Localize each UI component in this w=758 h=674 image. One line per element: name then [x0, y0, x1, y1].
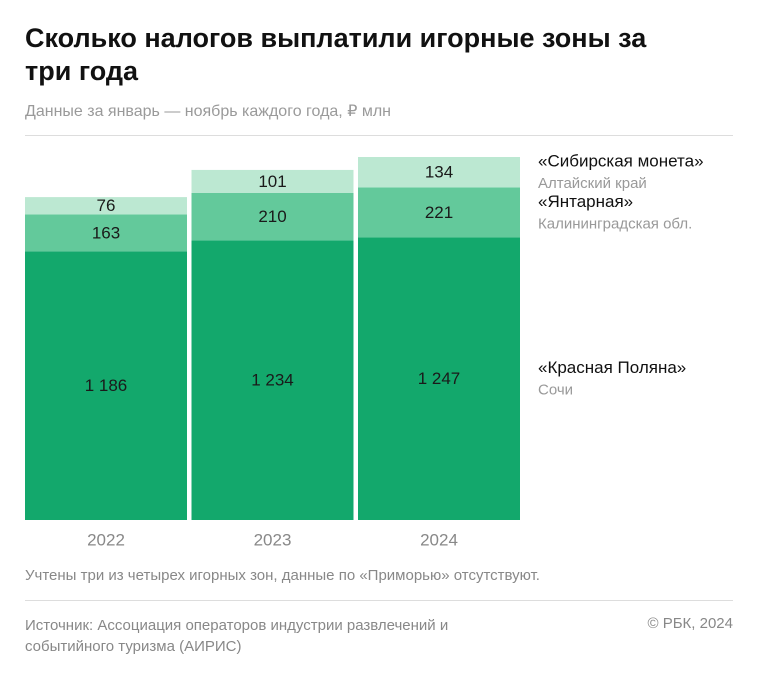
value-label: 210	[258, 207, 286, 226]
bar-segment	[25, 214, 187, 252]
value-label: 134	[425, 163, 453, 182]
value-label: 1 234	[251, 371, 294, 390]
x-tick-label: 2023	[254, 530, 292, 549]
value-label: 101	[258, 172, 286, 191]
value-label: 76	[97, 196, 116, 215]
bar-segment	[191, 169, 354, 193]
x-tick-label: 2024	[420, 530, 458, 549]
legend-sublabel: Алтайский край	[538, 175, 647, 192]
divider	[25, 600, 733, 601]
bar-segment	[25, 251, 187, 520]
bar-segment	[25, 197, 187, 215]
value-label: 163	[92, 223, 120, 242]
chart-title: Сколько налогов выплатили игорные зоны з…	[25, 23, 647, 86]
bar-segment	[358, 237, 520, 521]
x-tick-label: 2022	[87, 530, 125, 549]
legend-label: «Янтарная»	[538, 192, 633, 211]
value-label: 1 186	[85, 376, 128, 395]
source: Источник: Ассоциация операторов индустри…	[25, 617, 449, 655]
divider	[25, 135, 733, 136]
chart-subtitle: Данные за январь — ноябрь каждого года, …	[25, 103, 391, 120]
bar-segment	[191, 240, 354, 520]
legend-sublabel: Сочи	[538, 382, 573, 399]
legend-sublabel: Калининградская обл.	[538, 215, 692, 232]
value-label: 1 247	[418, 369, 461, 388]
legend-label: «Красная Поляна»	[538, 358, 686, 377]
bar-segment	[191, 192, 354, 241]
copyright: © РБК, 2024	[647, 615, 733, 632]
bar-segment	[358, 187, 520, 238]
note: Учтены три из четырех игорных зон, данны…	[25, 567, 540, 584]
value-label: 221	[425, 203, 453, 222]
bar-segment	[358, 157, 520, 188]
chart: 2022 1 186 163 76 2023 1 234 210 101 2024 1 247 22…	[25, 152, 704, 549]
legend-label: «Сибирская монета»	[538, 152, 704, 171]
